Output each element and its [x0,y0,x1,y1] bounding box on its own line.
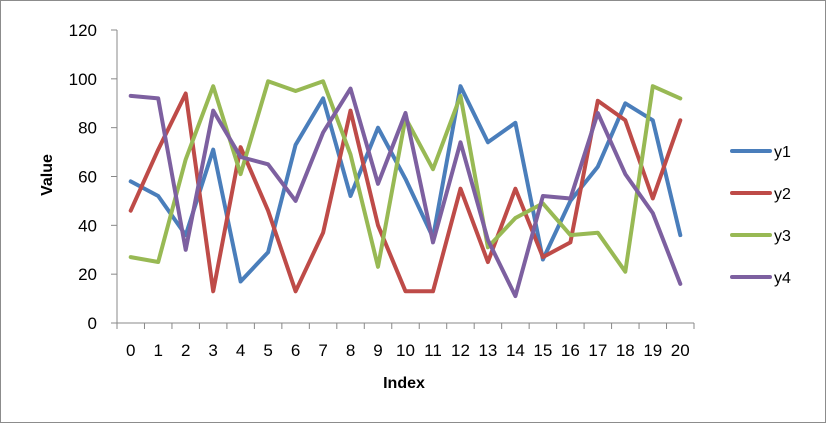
legend-label-y1: y1 [774,144,791,161]
x-tick-label: 1 [153,341,162,360]
x-tick-label: 8 [346,341,355,360]
x-tick-label: 6 [291,341,300,360]
y-tick-label: 40 [78,216,97,235]
x-tick-label: 4 [236,341,245,360]
x-tick-label: 11 [424,341,442,360]
x-axis-ticks: 0 1 2 3 4 5 6 7 8 9 10 11 12 13 14 15 16 17 18 19 20 [116,323,695,360]
x-tick-label: 13 [478,341,497,360]
y-tick-label: 60 [78,168,97,187]
x-tick-label: 18 [616,341,635,360]
x-tick-label: 12 [451,341,470,360]
x-tick-label: 20 [671,341,690,360]
series-line-y4 [128,86,683,299]
x-tick-label: 0 [126,341,135,360]
y-tick-label: 20 [78,265,97,284]
y-tick-label: 0 [88,314,97,333]
legend-label-y3: y3 [774,228,791,245]
x-tick-label: 10 [396,341,415,360]
x-tick-label: 3 [208,341,217,360]
x-tick-label: 16 [561,341,580,360]
y-axis-title: Value [39,154,56,196]
y-tick-label: 100 [69,70,97,89]
legend: y1 y2 y3 y4 [730,144,791,287]
series-line-y1 [128,84,683,284]
series-lines [128,79,683,299]
legend-label-y2: y2 [774,186,791,203]
x-tick-label: 19 [643,341,662,360]
x-tick-label: 9 [373,341,382,360]
x-tick-label: 5 [263,341,272,360]
x-tick-label: 15 [533,341,552,360]
x-tick-label: 7 [318,341,327,360]
y-tick-label: 80 [78,119,97,138]
axes [116,30,694,324]
y-tick-label: 120 [69,21,97,40]
x-axis-title: Index [383,375,425,392]
x-tick-label: 2 [181,341,190,360]
y-axis-ticks: 0 20 40 60 80 100 120 [69,21,117,333]
legend-label-y4: y4 [774,270,791,287]
x-tick-label: 14 [506,341,525,360]
x-tick-label: 17 [588,341,607,360]
